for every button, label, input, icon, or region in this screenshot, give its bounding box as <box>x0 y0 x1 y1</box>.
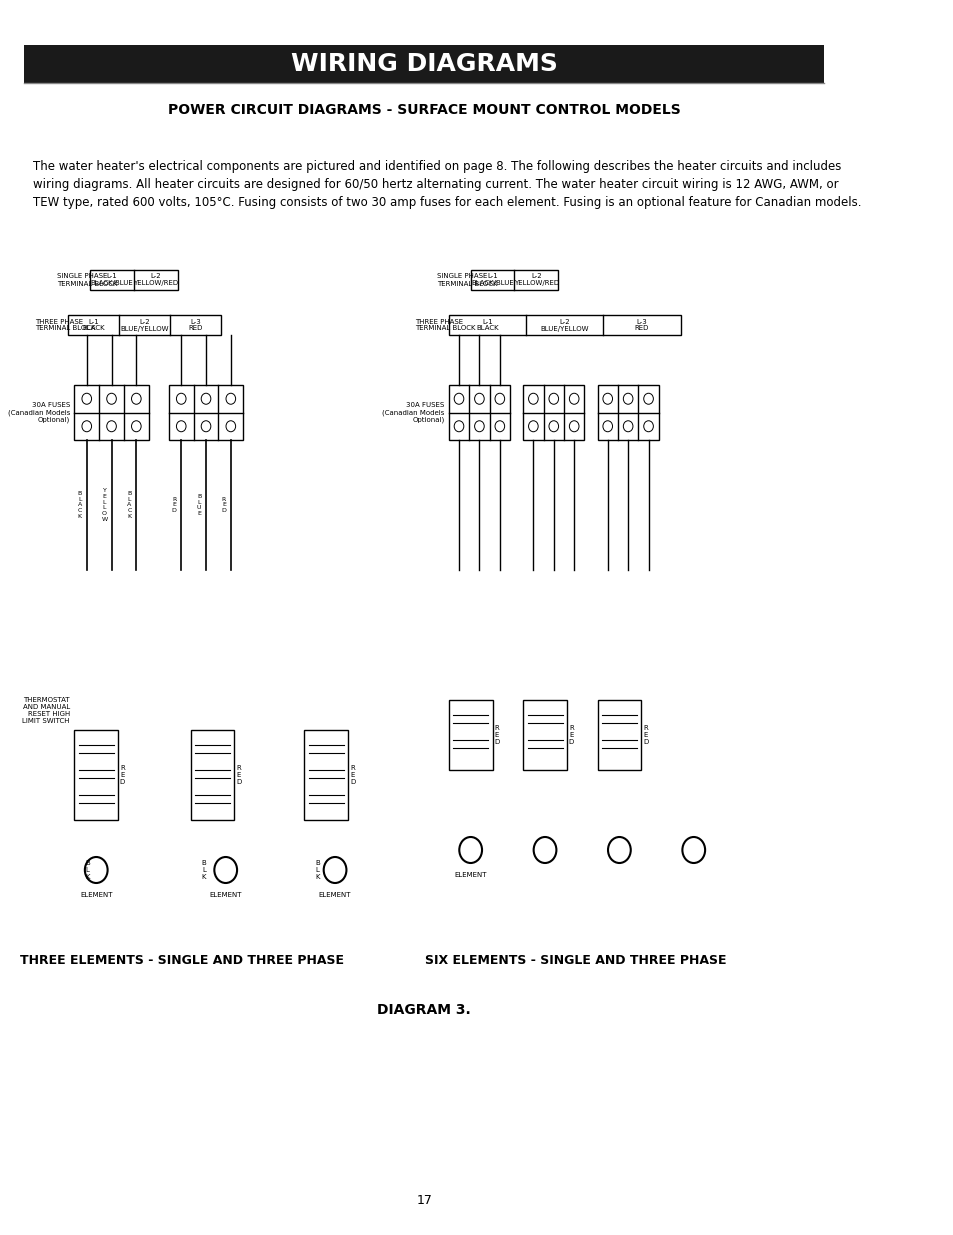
Bar <box>69 315 221 335</box>
Text: L-1
BLACK/BLUE: L-1 BLACK/BLUE <box>471 273 514 287</box>
Bar <box>90 270 177 290</box>
Bar <box>448 385 510 440</box>
Text: L-3
RED: L-3 RED <box>189 319 203 331</box>
Bar <box>597 700 640 769</box>
Text: THREE ELEMENTS - SINGLE AND THREE PHASE: THREE ELEMENTS - SINGLE AND THREE PHASE <box>20 953 344 967</box>
Text: L-1
BLACK: L-1 BLACK <box>82 319 105 331</box>
Text: B
L
K: B L K <box>201 860 206 881</box>
Bar <box>448 315 679 335</box>
Text: R
E
D: R E D <box>120 764 125 785</box>
Text: L-1
BLACK/BLUE: L-1 BLACK/BLUE <box>91 273 133 287</box>
Text: B
L
A
C
K: B L A C K <box>127 490 132 519</box>
Text: R
E
D: R E D <box>642 725 648 745</box>
Bar <box>470 270 558 290</box>
Text: SINGLE PHASE
TERMINAL BLOCK: SINGLE PHASE TERMINAL BLOCK <box>57 273 117 287</box>
Text: ELEMENT: ELEMENT <box>210 892 242 898</box>
Text: R
E
D: R E D <box>172 496 176 514</box>
Text: ELEMENT: ELEMENT <box>318 892 351 898</box>
Text: ELEMENT: ELEMENT <box>80 892 112 898</box>
Text: ELEMENT: ELEMENT <box>454 872 486 878</box>
Text: R
E
D: R E D <box>350 764 355 785</box>
Bar <box>25 44 823 83</box>
Text: B
L
A
C
K: B L A C K <box>77 490 82 519</box>
Bar <box>522 385 584 440</box>
Text: L-2
BLUE/YELLOW: L-2 BLUE/YELLOW <box>120 319 169 331</box>
Text: B
L
K: B L K <box>314 860 319 881</box>
Text: Y
E
L
L
O
W: Y E L L O W <box>101 488 108 522</box>
Text: THREE PHASE
TERMINAL BLOCK: THREE PHASE TERMINAL BLOCK <box>416 319 476 331</box>
Bar <box>191 730 234 820</box>
Text: 17: 17 <box>416 1193 432 1207</box>
Text: L-2
YELLOW/RED: L-2 YELLOW/RED <box>133 273 178 287</box>
Text: L-1
BLACK: L-1 BLACK <box>476 319 498 331</box>
Text: L-2
BLUE/YELLOW: L-2 BLUE/YELLOW <box>540 319 588 331</box>
Text: R
E
D: R E D <box>236 764 241 785</box>
Bar <box>522 700 566 769</box>
Text: B
L
U
E: B L U E <box>196 494 201 516</box>
Text: L-2
YELLOW/RED: L-2 YELLOW/RED <box>513 273 558 287</box>
Text: L-3
RED: L-3 RED <box>634 319 648 331</box>
Text: R
E
D: R E D <box>568 725 574 745</box>
Text: 30A FUSES
(Canadian Models
Optional): 30A FUSES (Canadian Models Optional) <box>381 403 444 424</box>
Text: THERMOSTAT
AND MANUAL
RESET HIGH
LIMIT SWITCH: THERMOSTAT AND MANUAL RESET HIGH LIMIT S… <box>23 697 70 724</box>
Text: R
E
D: R E D <box>221 496 226 514</box>
Bar <box>448 700 492 769</box>
Text: 30A FUSES
(Canadian Models
Optional): 30A FUSES (Canadian Models Optional) <box>8 403 70 424</box>
Text: R
E
D: R E D <box>494 725 499 745</box>
Bar <box>597 385 659 440</box>
Bar <box>304 730 348 820</box>
Text: B
L
K: B L K <box>85 860 90 881</box>
Text: WIRING DIAGRAMS: WIRING DIAGRAMS <box>291 52 558 77</box>
Text: SIX ELEMENTS - SINGLE AND THREE PHASE: SIX ELEMENTS - SINGLE AND THREE PHASE <box>424 953 725 967</box>
Text: THREE PHASE
TERMINAL BLOCK: THREE PHASE TERMINAL BLOCK <box>35 319 95 331</box>
Text: POWER CIRCUIT DIAGRAMS - SURFACE MOUNT CONTROL MODELS: POWER CIRCUIT DIAGRAMS - SURFACE MOUNT C… <box>168 103 679 117</box>
Bar <box>169 385 243 440</box>
Bar <box>74 385 149 440</box>
Text: DIAGRAM 3.: DIAGRAM 3. <box>377 1003 471 1016</box>
Text: SINGLE PHASE
TERMINAL BLOCK: SINGLE PHASE TERMINAL BLOCK <box>437 273 497 287</box>
Bar <box>74 730 118 820</box>
Text: The water heater's electrical components are pictured and identified on page 8. : The water heater's electrical components… <box>33 161 861 209</box>
